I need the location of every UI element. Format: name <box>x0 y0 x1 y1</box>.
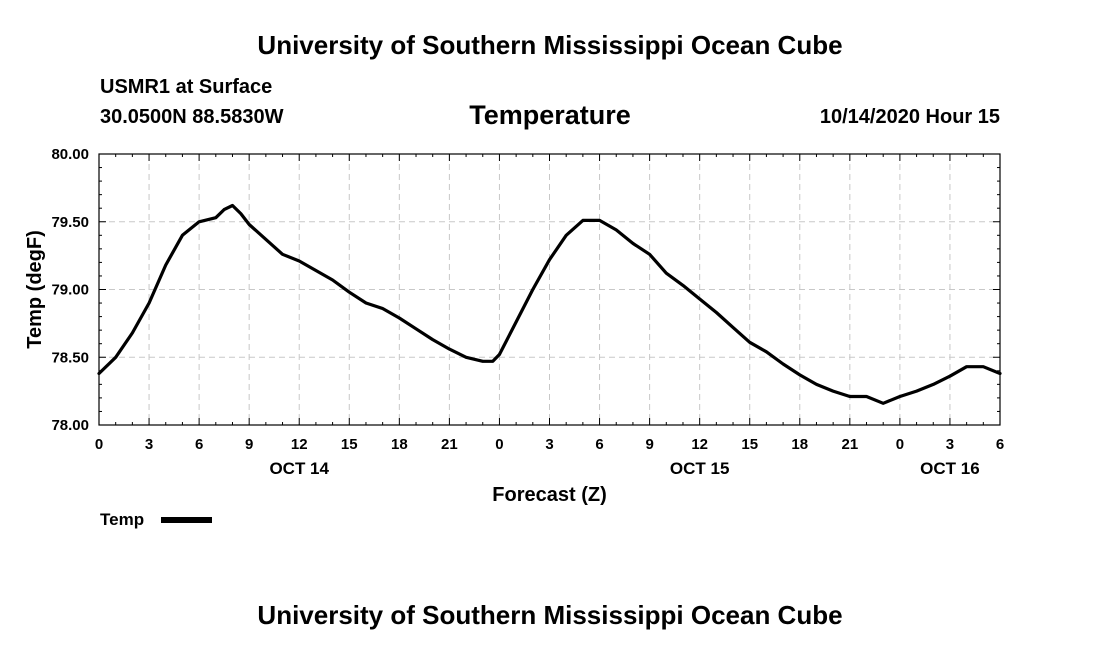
tick-layer: 0 3 6 9 12 15 18 21 0 3 6 9 12 15 18 21 0 3 6 78.00 78.50 79.… <box>51 146 1004 478</box>
legend: Temp <box>100 510 212 529</box>
x-tick-label: 12 <box>291 436 308 453</box>
x-tick-label: 0 <box>896 436 904 453</box>
x-tick-label: 3 <box>145 436 153 453</box>
x-tick-label: 0 <box>95 436 103 453</box>
x-tick-label: 21 <box>441 436 458 453</box>
station-label: USMR1 at Surface <box>100 76 273 98</box>
top-title: University of Southern Mississippi Ocean… <box>257 30 843 60</box>
x-tick-label: 21 <box>841 436 858 453</box>
x-tick-label: 6 <box>595 436 603 453</box>
y-axis-title: Temp (degF) <box>24 230 46 349</box>
x-tick-label: 15 <box>341 436 358 453</box>
grid-layer <box>99 154 1000 425</box>
timestamp-label: 10/14/2020 Hour 15 <box>819 106 1000 128</box>
chart-title: Temperature <box>469 100 631 130</box>
date-label: OCT 15 <box>670 459 730 478</box>
x-tick-label: 12 <box>691 436 708 453</box>
legend-label: Temp <box>100 510 144 529</box>
x-tick-label: 3 <box>946 436 954 453</box>
date-label: OCT 16 <box>920 459 980 478</box>
bottom-title: University of Southern Mississippi Ocean… <box>257 600 843 630</box>
x-tick-label: 9 <box>645 436 653 453</box>
x-tick-label: 9 <box>245 436 253 453</box>
x-tick-label: 18 <box>391 436 408 453</box>
y-tick-label: 79.00 <box>51 282 89 299</box>
x-tick-label: 6 <box>195 436 203 453</box>
x-tick-label: 3 <box>545 436 553 453</box>
temp-series-line <box>97 203 1002 405</box>
x-tick-label: 15 <box>741 436 758 453</box>
y-tick-label: 79.50 <box>51 214 89 231</box>
series-layer <box>97 203 1002 405</box>
coordinates-label: 30.0500N 88.5830W <box>100 106 284 128</box>
y-tick-label: 80.00 <box>51 146 89 163</box>
date-label: OCT 14 <box>269 459 329 478</box>
y-tick-label: 78.00 <box>51 417 89 434</box>
x-tick-label: 18 <box>791 436 808 453</box>
y-tick-label: 78.50 <box>51 349 89 366</box>
x-tick-label: 0 <box>495 436 503 453</box>
x-axis-title: Forecast (Z) <box>492 484 606 506</box>
x-tick-label: 6 <box>996 436 1004 453</box>
